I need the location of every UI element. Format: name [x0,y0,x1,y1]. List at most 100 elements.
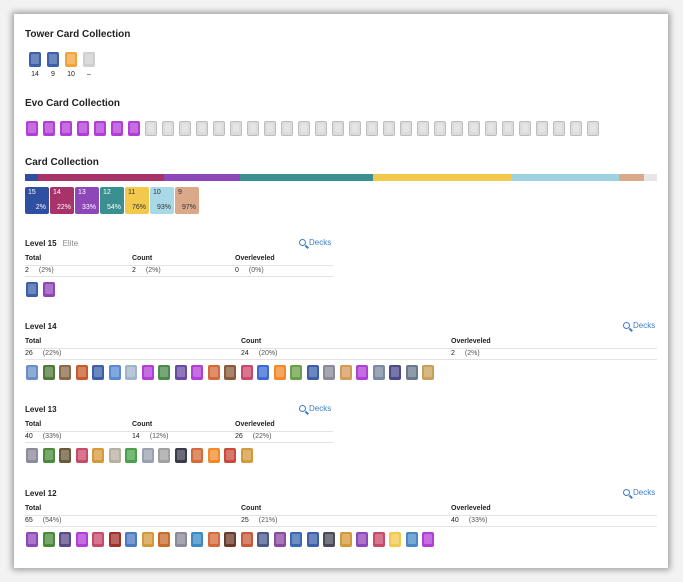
evo-card-locked[interactable] [145,121,157,136]
level-card[interactable] [191,365,203,380]
tower-card[interactable]: 14 [26,52,44,78]
level-card[interactable] [207,532,220,547]
level-card[interactable] [42,365,55,380]
evo-card-locked[interactable] [162,121,174,136]
level-box-13[interactable]: 13 33% [75,187,99,214]
level-card[interactable] [125,532,137,547]
level-card[interactable] [207,448,220,463]
level-card[interactable] [356,532,368,547]
level-card[interactable] [42,282,55,297]
evo-card-locked[interactable] [281,121,293,136]
evo-card-locked[interactable] [383,121,395,136]
level-card[interactable] [389,365,401,380]
evo-card-locked[interactable] [332,121,344,136]
decks-link[interactable]: Decks [623,321,655,330]
level-card[interactable] [158,365,170,380]
tower-card[interactable]: – [80,52,98,78]
level-card[interactable] [306,532,319,547]
evo-card-owned[interactable] [26,121,38,136]
level-card[interactable] [372,532,385,547]
level-card[interactable] [141,532,154,547]
level-card[interactable] [240,532,253,547]
evo-card-owned[interactable] [128,121,140,136]
level-card[interactable] [42,448,55,463]
evo-card-locked[interactable] [315,121,327,136]
level-card[interactable] [92,448,104,463]
level-card[interactable] [92,532,104,547]
evo-card-owned[interactable] [43,121,55,136]
evo-card-locked[interactable] [485,121,497,136]
evo-card-locked[interactable] [264,121,276,136]
level-card[interactable] [323,532,335,547]
level-card[interactable] [240,365,253,380]
level-card[interactable] [75,532,88,547]
tower-card[interactable]: 9 [44,52,62,78]
evo-card-locked[interactable] [366,121,378,136]
level-card[interactable] [240,448,253,463]
evo-card-locked[interactable] [247,121,259,136]
level-card[interactable] [191,448,203,463]
level-card[interactable] [290,532,302,547]
level-card[interactable] [339,365,352,380]
evo-card-owned[interactable] [77,121,89,136]
level-card[interactable] [59,532,71,547]
level-card[interactable] [92,365,104,380]
level-card[interactable] [306,365,319,380]
evo-card-locked[interactable] [587,121,599,136]
level-card[interactable] [141,365,154,380]
evo-card-locked[interactable] [213,121,225,136]
level-card[interactable] [174,448,187,463]
evo-card-locked[interactable] [179,121,191,136]
level-card[interactable] [207,365,220,380]
level-card[interactable] [174,532,187,547]
level-card[interactable] [224,448,236,463]
level-box-11[interactable]: 11 76% [125,187,149,214]
level-card[interactable] [158,448,170,463]
level-card[interactable] [26,365,38,380]
level-card[interactable] [339,532,352,547]
level-card[interactable] [405,532,418,547]
tower-card[interactable]: 10 [62,52,80,78]
level-card[interactable] [257,532,269,547]
level-card[interactable] [141,448,154,463]
evo-card-owned[interactable] [111,121,123,136]
decks-link[interactable]: Decks [299,404,331,413]
level-box-9[interactable]: 9 97% [175,187,199,214]
level-card[interactable] [389,532,401,547]
level-box-14[interactable]: 14 22% [50,187,74,214]
level-card[interactable] [405,365,418,380]
level-card[interactable] [59,365,71,380]
level-box-12[interactable]: 12 54% [100,187,124,214]
evo-card-locked[interactable] [519,121,531,136]
level-card[interactable] [224,365,236,380]
level-card[interactable] [42,532,55,547]
evo-card-locked[interactable] [502,121,514,136]
level-card[interactable] [422,532,434,547]
level-card[interactable] [26,532,38,547]
level-card[interactable] [290,365,302,380]
level-card[interactable] [125,448,137,463]
level-card[interactable] [108,532,121,547]
level-card[interactable] [108,448,121,463]
decks-link[interactable]: Decks [623,488,655,497]
level-card[interactable] [273,365,286,380]
level-box-10[interactable]: 10 93% [150,187,174,214]
decks-link[interactable]: Decks [299,238,331,247]
evo-card-locked[interactable] [417,121,429,136]
level-card[interactable] [273,532,286,547]
evo-card-owned[interactable] [60,121,72,136]
level-card[interactable] [75,365,88,380]
level-card[interactable] [356,365,368,380]
evo-card-locked[interactable] [570,121,582,136]
level-card[interactable] [257,365,269,380]
level-card[interactable] [125,365,137,380]
level-card[interactable] [108,365,121,380]
level-card[interactable] [224,532,236,547]
evo-card-locked[interactable] [468,121,480,136]
evo-card-locked[interactable] [349,121,361,136]
evo-card-locked[interactable] [553,121,565,136]
level-card[interactable] [323,365,335,380]
evo-card-locked[interactable] [536,121,548,136]
level-card[interactable] [191,532,203,547]
level-card[interactable] [158,532,170,547]
